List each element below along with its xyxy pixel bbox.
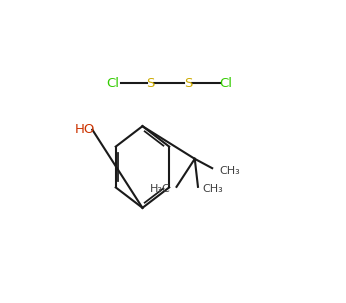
Text: Cl: Cl bbox=[219, 77, 232, 89]
Text: S: S bbox=[184, 77, 192, 89]
Text: CH₃: CH₃ bbox=[219, 165, 240, 175]
Text: S: S bbox=[146, 77, 155, 89]
Text: HO: HO bbox=[75, 123, 95, 136]
Text: CH₃: CH₃ bbox=[203, 184, 224, 194]
Text: H₃C: H₃C bbox=[150, 184, 171, 194]
Text: Cl: Cl bbox=[107, 77, 119, 89]
